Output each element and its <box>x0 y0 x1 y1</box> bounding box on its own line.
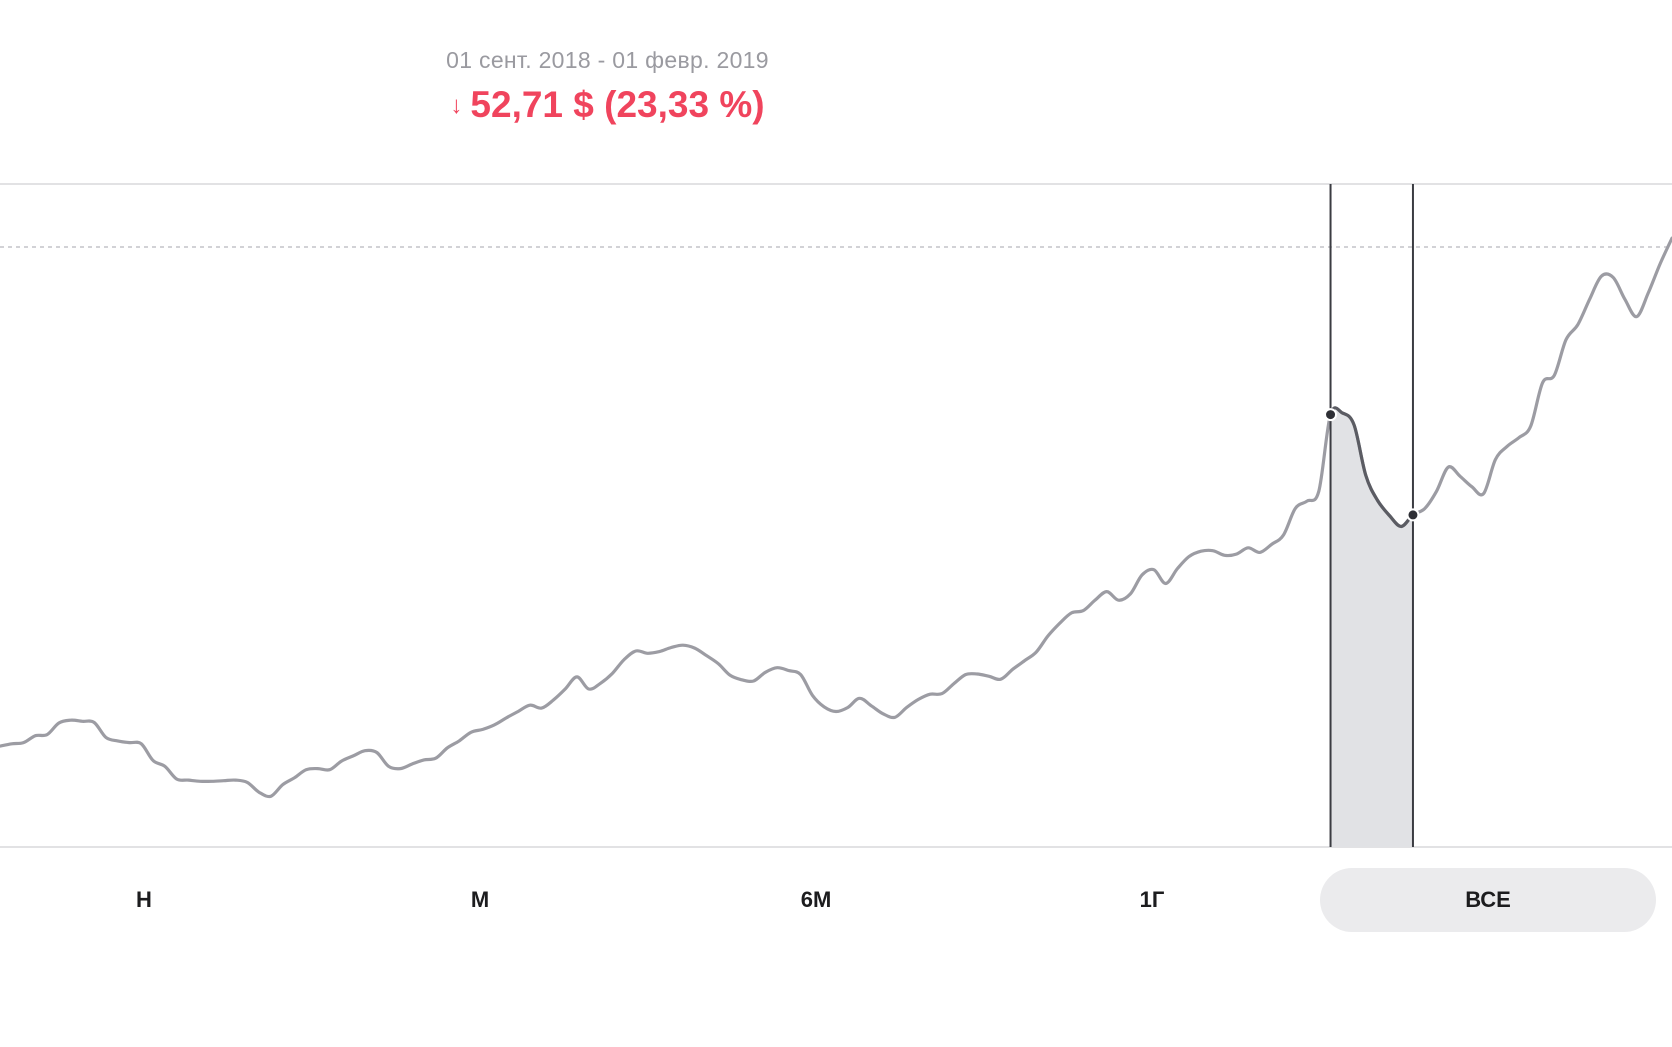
period-all[interactable]: ВСЕ <box>1320 868 1656 932</box>
selection-start-point <box>1324 408 1338 422</box>
period-month[interactable]: М <box>470 887 490 912</box>
arrow-down-icon: ↓ <box>450 92 463 119</box>
date-range-label: 01 сент. 2018 - 01 февр. 2019 <box>446 47 769 73</box>
period-six-months[interactable]: 6М <box>800 887 832 912</box>
price-change-value: 52,71 $ (23,33 %) <box>470 84 765 125</box>
price-change: ↓ 52,71 $ (23,33 %) <box>0 84 1215 126</box>
period-year[interactable]: 1Г <box>1139 887 1165 912</box>
selection-area <box>1330 407 1413 847</box>
selection-end-point <box>1406 508 1420 522</box>
period-week[interactable]: Н <box>136 887 152 912</box>
period-selector: Н М 6М 1Г ВСЕ <box>0 868 1672 932</box>
range-header: 01 сент. 2018 - 01 февр. 2019 ↓ 52,71 $ (… <box>0 0 1215 170</box>
selected-range-line <box>1328 406 1415 529</box>
price-line <box>0 236 1672 799</box>
